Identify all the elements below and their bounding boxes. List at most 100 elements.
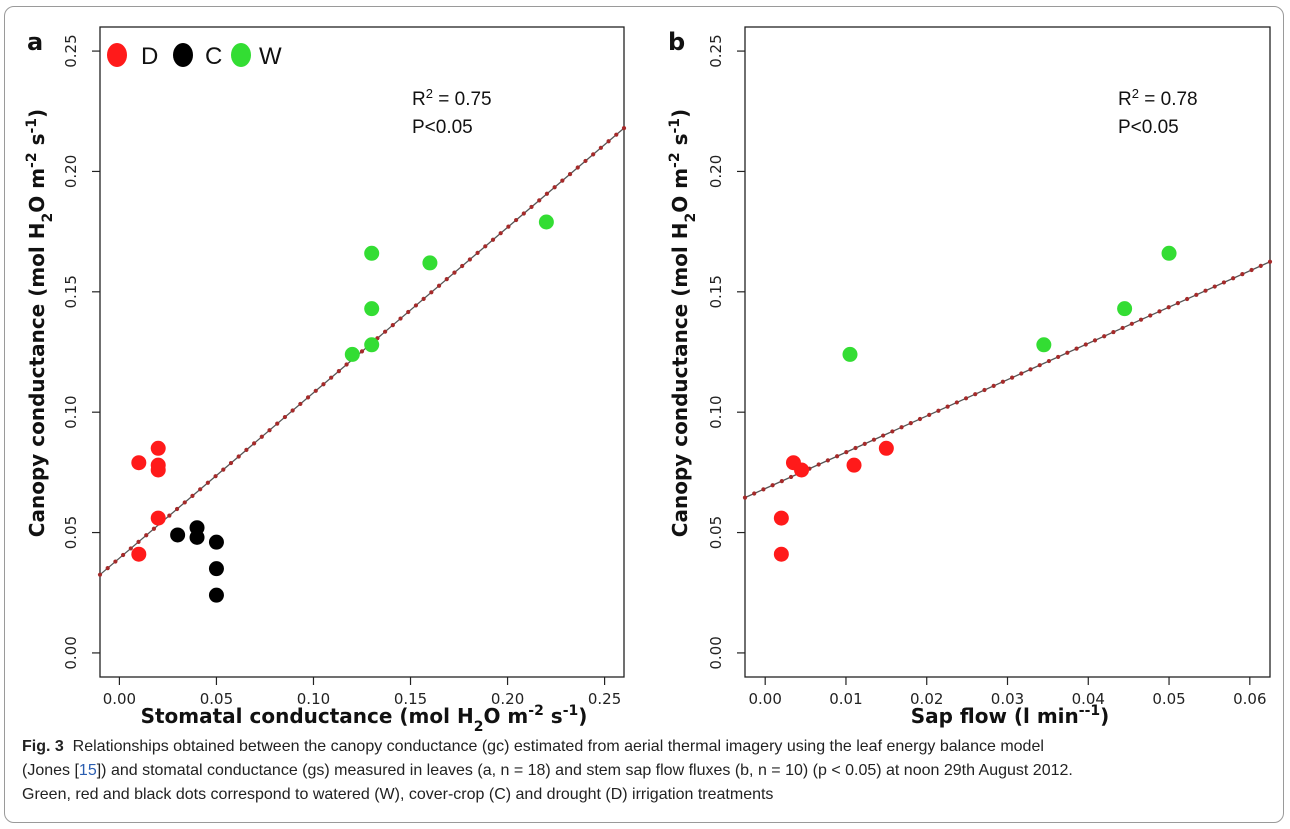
panel-b-y-ticks: 0.00 0.05 0.10 0.15 0.20 0.25 (707, 34, 745, 670)
x-tick-label: 0.05 (200, 690, 233, 708)
regression-dot (359, 349, 365, 354)
regression-dot (1166, 305, 1171, 310)
data-point-D (131, 546, 147, 562)
regression-dot (506, 224, 511, 229)
data-point-W (1036, 337, 1052, 353)
regression-dot (205, 480, 210, 485)
regression-dot (982, 387, 987, 393)
x-tick-label: 0.04 (1072, 690, 1105, 708)
regression-dot (853, 445, 858, 451)
panel-a: a 0.00 0.05 0.10 0.15 0.20 0.25 0.000.050.100… (24, 26, 627, 735)
regression-dot (1249, 267, 1254, 273)
regression-dot (336, 368, 341, 374)
panel-b-label: b (668, 28, 685, 56)
regression-dot (899, 425, 904, 430)
regression-dot (1185, 296, 1190, 302)
regression-dot (521, 211, 526, 216)
caption-text-2a: (Jones [ (22, 762, 79, 779)
panel-b-x-axis-label: Sap flow (l min--1) (911, 703, 1110, 728)
data-point-D (150, 510, 166, 526)
regression-dot (583, 158, 588, 164)
regression-dot (383, 329, 388, 334)
caption-line-3: Green, red and black dots correspond to … (22, 786, 774, 803)
regression-dot (236, 454, 241, 459)
caption-line-1: Fig. 3 Relationships obtained between th… (22, 735, 1272, 759)
regression-dot (390, 323, 395, 328)
data-point-D (131, 455, 147, 471)
data-point-C (189, 529, 205, 545)
y-tick-label: 0.00 (707, 636, 725, 669)
regression-dot (282, 414, 288, 420)
regression-dot (844, 450, 849, 455)
regression-dot (498, 231, 503, 236)
regression-dot (190, 493, 195, 498)
regression-dot (917, 416, 923, 422)
data-point-W (842, 346, 858, 362)
regression-dot (344, 362, 349, 367)
regression-dot (1203, 288, 1208, 293)
regression-dot (1074, 346, 1079, 351)
regression-dot (1212, 284, 1217, 289)
x-tick-label: 0.15 (394, 690, 427, 708)
regression-dot (862, 441, 867, 446)
caption-fig-label: Fig. 3 (22, 738, 64, 755)
regression-dot (514, 217, 519, 223)
panel-a-points (131, 214, 554, 603)
regression-dot (1065, 350, 1070, 355)
regression-dot (1028, 367, 1033, 372)
regression-dot (1267, 259, 1273, 264)
regression-dot (614, 132, 619, 137)
regression-dot (467, 257, 472, 262)
caption-text-1: Relationships obtained between the canop… (72, 738, 1044, 755)
regression-dot (444, 277, 449, 282)
regression-dot (606, 139, 611, 144)
regression-dot (406, 309, 411, 315)
regression-dot (259, 434, 264, 439)
regression-dot (1111, 329, 1116, 335)
regression-dot (936, 408, 941, 413)
regression-dot (991, 383, 996, 388)
data-point-C (208, 587, 224, 603)
panel-b-r2-annotation: R2 = 0.78 (1118, 86, 1198, 111)
panel-b-p-annotation: P<0.05 (1118, 117, 1179, 138)
regression-dot (213, 474, 218, 479)
regression-dot (788, 474, 794, 480)
regression-dot (452, 270, 457, 275)
caption-reference-link[interactable]: 15 (78, 762, 97, 779)
regression-dot (529, 204, 534, 210)
regression-dot (121, 552, 126, 558)
regression-dot (567, 171, 573, 177)
regression-dot (1148, 313, 1153, 318)
data-point-C (170, 527, 186, 543)
regression-dot (544, 191, 550, 196)
caption-line-2: (Jones [15]) and stomatal conductance (g… (22, 759, 1272, 783)
regression-dot (398, 316, 403, 321)
regression-dot (1120, 325, 1125, 331)
regression-dot (182, 500, 187, 505)
legend-marker-W (231, 43, 251, 67)
regression-dot (105, 566, 110, 571)
regression-dot (1056, 354, 1061, 360)
legend-marker-C (173, 43, 193, 67)
legend-label-C: C (205, 43, 222, 70)
regression-dot (835, 454, 840, 459)
data-point-W (344, 346, 360, 362)
regression-dot (313, 388, 318, 393)
regression-dot (136, 539, 141, 544)
data-point-D (150, 462, 166, 478)
regression-dot (267, 428, 272, 433)
regression-dot (537, 198, 542, 203)
regression-dot (174, 506, 180, 512)
panel-b: b 0.00 0.01 0.02 0.03 0.04 0.05 0.06 0.000.050… (667, 26, 1273, 728)
regression-dot (1240, 272, 1245, 277)
regression-line (744, 261, 1271, 499)
x-tick-label: 0.10 (297, 690, 330, 708)
regression-dot (973, 392, 978, 397)
regression-dot (429, 290, 434, 295)
regression-dot (305, 395, 311, 400)
regression-dot (575, 165, 580, 170)
x-tick-label: 0.00 (748, 690, 781, 708)
regression-dot (1221, 280, 1227, 285)
regression-dot (128, 546, 133, 551)
regression-dot (490, 237, 496, 242)
